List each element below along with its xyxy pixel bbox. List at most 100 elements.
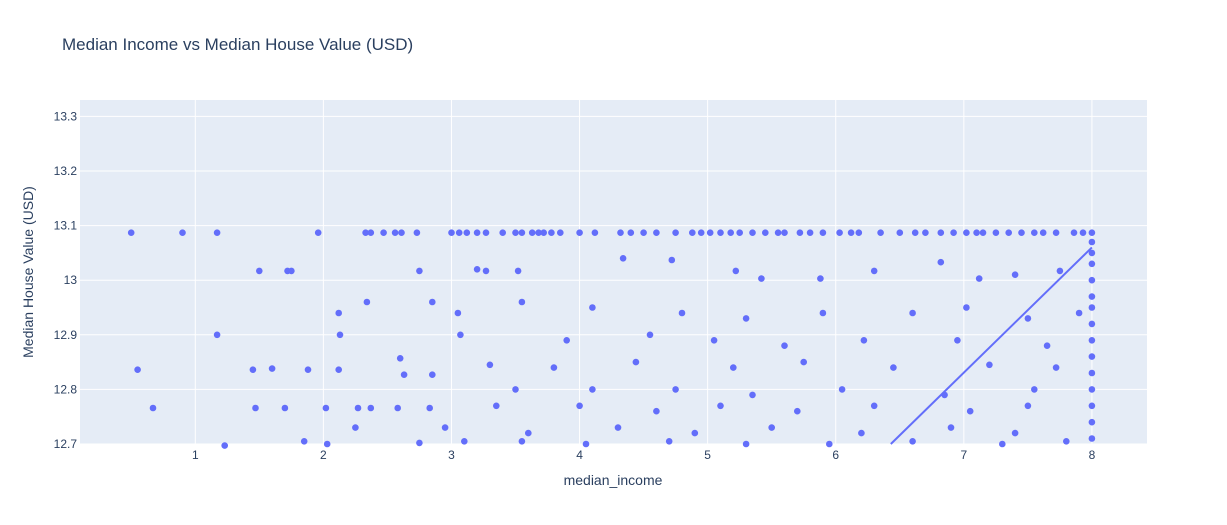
x-tick-label: 5 xyxy=(704,448,711,462)
data-point xyxy=(514,267,522,275)
data-point xyxy=(858,429,865,437)
data-point xyxy=(1088,260,1096,268)
data-point xyxy=(909,309,916,317)
data-point xyxy=(1088,304,1096,311)
data-point xyxy=(304,366,312,374)
data-point xyxy=(870,267,878,275)
x-axis-title: median_income xyxy=(564,472,663,488)
data-point xyxy=(992,229,1000,236)
y-tick-label: 12.9 xyxy=(54,328,78,342)
data-point xyxy=(1088,249,1096,257)
data-point xyxy=(213,331,221,339)
data-point xyxy=(486,361,494,369)
y-axis-title: Median House Value (USD) xyxy=(20,186,36,358)
y-tick-label: 13 xyxy=(64,273,78,287)
data-point xyxy=(398,229,405,236)
data-point xyxy=(774,229,782,236)
data-point xyxy=(653,407,660,415)
data-point xyxy=(221,442,228,449)
data-point xyxy=(589,304,596,311)
data-point xyxy=(518,298,526,306)
data-point xyxy=(1039,229,1047,236)
data-point xyxy=(396,355,404,362)
data-point xyxy=(1031,386,1038,393)
data-point xyxy=(732,267,740,275)
data-point xyxy=(457,331,464,339)
data-point xyxy=(518,229,526,236)
data-point xyxy=(249,366,257,374)
data-point xyxy=(322,404,330,412)
data-point xyxy=(213,229,221,236)
data-point xyxy=(416,439,423,447)
data-point xyxy=(493,402,500,410)
data-point xyxy=(1070,229,1078,236)
data-point xyxy=(441,424,449,431)
data-point xyxy=(429,371,436,379)
data-point xyxy=(749,391,756,399)
y-tick-label: 12.7 xyxy=(54,437,78,451)
data-point xyxy=(255,267,263,275)
data-point xyxy=(717,229,724,236)
data-point xyxy=(909,438,916,445)
data-point xyxy=(706,229,714,236)
data-point xyxy=(512,229,519,236)
data-point xyxy=(937,229,945,236)
data-point xyxy=(591,229,599,236)
data-point xyxy=(1024,315,1032,322)
x-tick-label: 8 xyxy=(1089,448,1096,462)
data-point xyxy=(1088,229,1096,236)
data-point xyxy=(937,258,945,266)
data-point xyxy=(691,429,699,437)
data-point xyxy=(281,404,289,412)
axis-ticks: 1 2 3 4 5 6 7 8 12.7 12.8 12.9 13 13.1 13.2 13.3 xyxy=(54,109,1096,462)
data-point xyxy=(525,429,532,437)
data-point xyxy=(855,229,863,236)
data-point xyxy=(979,229,987,236)
data-point xyxy=(252,404,259,412)
data-point xyxy=(860,337,868,344)
data-point xyxy=(973,229,980,236)
x-tick-label: 4 xyxy=(576,448,583,462)
data-point xyxy=(380,229,387,236)
data-point xyxy=(749,229,756,236)
data-point xyxy=(742,440,750,448)
plot-area xyxy=(80,100,1147,444)
data-point xyxy=(617,229,624,236)
data-point xyxy=(963,229,970,236)
x-tick-label: 3 xyxy=(448,448,455,462)
data-point xyxy=(400,371,408,379)
data-point xyxy=(614,424,622,431)
data-point xyxy=(1043,342,1051,350)
data-point xyxy=(557,229,564,236)
data-point xyxy=(819,229,827,236)
data-point xyxy=(1088,276,1096,284)
data-point xyxy=(448,229,455,236)
data-point xyxy=(817,275,824,282)
data-point xyxy=(540,229,547,236)
data-point xyxy=(179,229,186,236)
data-point xyxy=(736,229,743,236)
data-point xyxy=(1088,320,1096,328)
data-point xyxy=(482,267,490,275)
data-point xyxy=(1088,418,1096,426)
data-point xyxy=(632,358,640,366)
data-point xyxy=(1088,238,1096,246)
data-point xyxy=(954,337,961,344)
data-point xyxy=(896,229,904,236)
data-point xyxy=(727,229,734,236)
data-point xyxy=(134,366,141,374)
data-point xyxy=(986,361,993,369)
data-point xyxy=(426,404,434,412)
x-tick-label: 2 xyxy=(320,448,327,462)
data-point xyxy=(890,364,897,371)
data-point xyxy=(758,275,765,282)
data-point xyxy=(473,266,481,273)
data-point xyxy=(1031,229,1038,236)
data-point xyxy=(640,229,647,236)
data-point xyxy=(665,438,673,445)
data-point xyxy=(394,404,402,412)
data-point xyxy=(672,229,679,236)
data-point xyxy=(781,342,788,350)
data-point xyxy=(335,309,343,317)
chart-title: Median Income vs Median House Value (USD… xyxy=(62,35,413,54)
